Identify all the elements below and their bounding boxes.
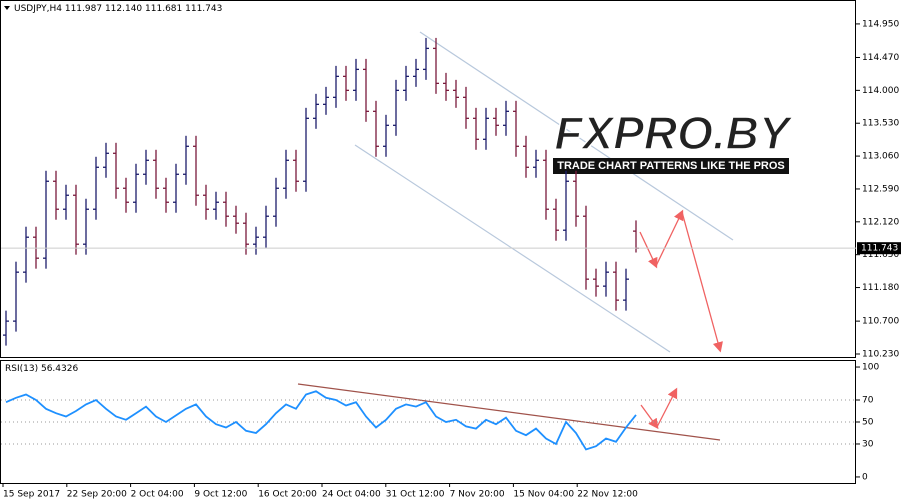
y-tick-label: 114.470 (862, 53, 899, 63)
arrow (656, 387, 678, 428)
chart-header: USDJPY,H4 111.987 112.140 111.681 111.74… (14, 4, 222, 14)
y-tick-label: 112.590 (862, 184, 899, 194)
plot: 114.950 114.470 114.000 113.530 113.060 112.5… (1, 19, 901, 500)
y-tick-label: 111.650 (862, 250, 899, 260)
y-tick-label: 110.700 (862, 317, 899, 327)
price-frame (0, 0, 856, 358)
last-price-label: 111.743 (861, 244, 898, 254)
symbol-menu (4, 6, 10, 10)
x-tick-label: 16 Oct 20:00 (258, 490, 317, 500)
y-tick-label: 113.530 (862, 119, 899, 129)
logo: FXPRO.BY TRADE CHART PATTERNS LIKE THE P… (553, 106, 795, 174)
y-tick-label: 30 (862, 439, 874, 449)
x-tick-label: 15 Sep 2017 (3, 490, 60, 500)
y-tick-label: 113.060 (862, 152, 899, 162)
y-tick-label: 50 (862, 417, 874, 427)
frames (0, 0, 856, 484)
y-tick-label: 0 (862, 472, 868, 482)
forecast-arrows (639, 209, 723, 430)
x-tick-label: 7 Nov 20:00 (450, 490, 505, 500)
rsi-value: 56.4326 (41, 364, 78, 374)
logo-title: FXPRO.BY (554, 107, 793, 159)
y-tick-label: 114.950 (862, 19, 899, 29)
quote-open: 111.987 (65, 4, 102, 14)
rsi-line (5, 390, 637, 451)
y-tick-label: 111.180 (862, 283, 899, 293)
arrow (655, 209, 684, 267)
x-tick-label: 31 Oct 12:00 (386, 490, 445, 500)
x-tick-label: 9 Oct 12:00 (194, 490, 247, 500)
y-tick-label: 100 (862, 363, 879, 373)
y-tick-label: 110.230 (862, 349, 899, 359)
y-tick-label: 112.120 (862, 217, 899, 227)
x-tick-label: 15 Nov 04:00 (513, 490, 574, 500)
symbol: USDJPY,H4 (14, 4, 62, 14)
last-price-box (857, 242, 901, 255)
x-tick-label: 24 Oct 04:00 (322, 490, 381, 500)
rsi-title: RSI(13) (5, 364, 38, 374)
rsi-header: RSI(13) 56.4326 (5, 364, 78, 374)
arrow (681, 211, 723, 353)
y-tick-label: 70 (862, 396, 874, 406)
quote-high: 112.140 (105, 4, 142, 14)
quote-close: 111.743 (185, 4, 222, 14)
channel-upper (419, 31, 734, 241)
logo-tagline: TRADE CHART PATTERNS LIKE THE PROS (557, 160, 785, 172)
x-tick-label: 22 Sep 20:00 (67, 490, 127, 500)
x-tick-label: 22 Nov 12:00 (577, 490, 638, 500)
x-tick-label: 2 Oct 04:00 (131, 490, 184, 500)
quote-low: 111.681 (145, 4, 182, 14)
rsi-frame (0, 360, 856, 484)
y-tick-label: 114.000 (862, 86, 899, 96)
arrow (639, 231, 658, 269)
logo-band (553, 158, 789, 174)
arrow (640, 404, 659, 430)
rsi-trendline (297, 383, 721, 441)
